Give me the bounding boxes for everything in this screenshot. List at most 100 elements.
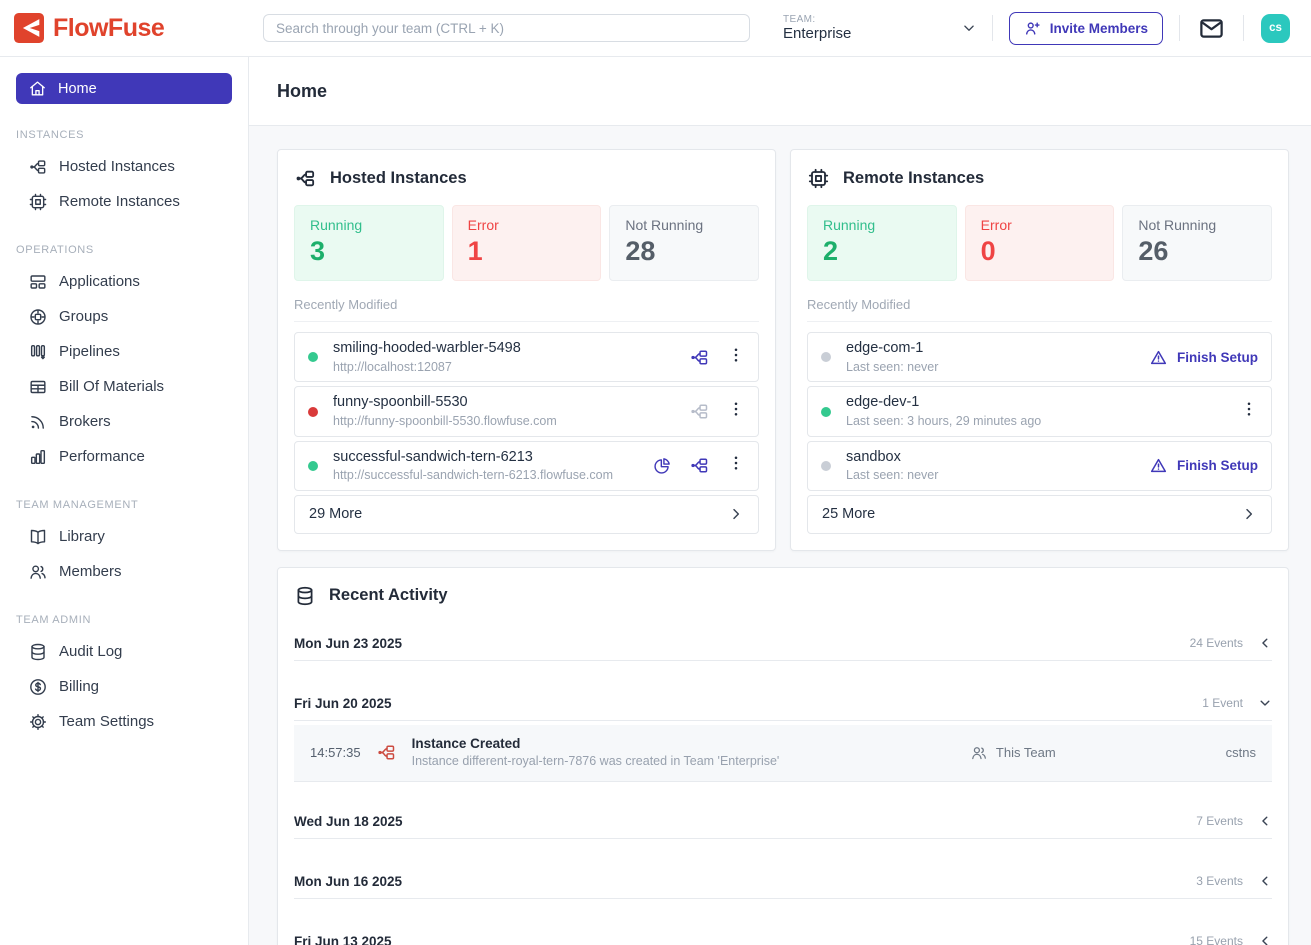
kebab-menu-icon[interactable] xyxy=(727,454,745,477)
sidebar-item-brokers[interactable]: Brokers xyxy=(0,404,248,439)
sidebar-item-label: Applications xyxy=(59,273,140,290)
event-user: cstns xyxy=(1225,745,1256,761)
bill-of-materials-icon xyxy=(30,380,46,393)
status-dot-running xyxy=(821,406,831,417)
sidebar-item-label: Library xyxy=(59,528,105,545)
stat-running[interactable]: Running 2 xyxy=(807,205,957,282)
sidebar-item-label: Home xyxy=(58,80,97,97)
instance-row[interactable]: smiling-hooded-warbler-5498 http://local… xyxy=(294,332,759,383)
activity-date: Wed Jun 18 2025 xyxy=(294,813,403,829)
chevron-down-icon[interactable] xyxy=(1258,696,1272,710)
chevron-left-icon[interactable] xyxy=(1258,934,1272,945)
status-dot-stopped xyxy=(821,460,831,471)
instance-url: http://funny-spoonbill-5530.flowfuse.com xyxy=(333,414,557,429)
stat-not-running[interactable]: Not Running 28 xyxy=(609,205,759,282)
stat-label: Error xyxy=(467,217,499,233)
activity-group-header[interactable]: Fri Jun 20 2025 1 Event xyxy=(294,687,1272,721)
activity-group-header[interactable]: Fri Jun 13 2025 15 Events xyxy=(294,925,1272,945)
sidebar-item-team-settings[interactable]: Team Settings xyxy=(0,704,248,739)
kebab-menu-icon[interactable] xyxy=(1240,400,1258,423)
dashboard-pie-icon[interactable] xyxy=(652,456,672,476)
sidebar-item-groups[interactable]: Groups xyxy=(0,299,248,334)
status-dot-running xyxy=(308,352,318,363)
invite-members-label: Invite Members xyxy=(1049,20,1148,36)
activity-date: Fri Jun 20 2025 xyxy=(294,695,392,711)
kebab-menu-icon[interactable] xyxy=(727,346,745,369)
instance-row[interactable]: edge-dev-1 Last seen: 3 hours, 29 minute… xyxy=(807,386,1272,437)
event-time: 14:57:35 xyxy=(310,745,361,761)
team-selector[interactable]: TEAM: Enterprise xyxy=(783,14,992,43)
performance-icon xyxy=(30,449,46,464)
activity-group-header[interactable]: Mon Jun 16 2025 3 Events xyxy=(294,865,1272,899)
activity-event-row[interactable]: 14:57:35 Instance Created Instance diffe… xyxy=(294,724,1272,782)
chevron-left-icon[interactable] xyxy=(1258,636,1272,650)
sidebar-item-billing[interactable]: Billing xyxy=(0,669,248,704)
activity-group: Wed Jun 18 2025 7 Events xyxy=(294,805,1272,839)
brokers-icon xyxy=(31,415,44,429)
chevron-down-icon[interactable] xyxy=(960,19,978,37)
invite-members-button[interactable]: Invite Members xyxy=(1008,11,1163,45)
billing-icon xyxy=(30,678,46,695)
sidebar-item-hosted-instances[interactable]: Hosted Instances xyxy=(0,149,248,184)
logo-text: FlowFuse xyxy=(53,13,165,42)
notifications-button[interactable] xyxy=(1198,15,1225,42)
open-editor-icon[interactable] xyxy=(689,455,710,476)
sidebar-item-remote-instances[interactable]: Remote Instances xyxy=(0,184,248,219)
remote-instances-icon xyxy=(29,193,47,210)
open-editor-icon-disabled xyxy=(689,401,710,422)
library-icon xyxy=(30,529,46,544)
stat-value: 28 xyxy=(625,236,656,266)
instance-row[interactable]: edge-com-1 Last seen: never Finish Setup xyxy=(807,332,1272,383)
instance-row[interactable]: sandbox Last seen: never Finish Setup xyxy=(807,440,1272,491)
pipelines-icon xyxy=(30,344,46,359)
finish-setup-button[interactable]: Finish Setup xyxy=(1149,348,1258,367)
top-header: FlowFuse TEAM: Enterprise Invite Members xyxy=(0,0,1311,57)
sidebar-item-performance[interactable]: Performance xyxy=(0,439,248,474)
sidebar-item-label: Remote Instances xyxy=(59,193,180,210)
remote-stats: Running 2 Error 0 Not Running 26 xyxy=(807,205,1272,282)
avatar[interactable]: cs xyxy=(1261,13,1290,43)
instance-url: http://localhost:12087 xyxy=(333,360,452,375)
sidebar-item-home[interactable]: Home xyxy=(16,73,232,104)
stat-not-running[interactable]: Not Running 26 xyxy=(1122,205,1272,282)
flowfuse-logo[interactable]: FlowFuse xyxy=(14,13,249,43)
header-divider xyxy=(991,15,993,41)
open-editor-icon[interactable] xyxy=(689,347,710,368)
activity-group-header[interactable]: Mon Jun 23 2025 24 Events xyxy=(294,627,1272,661)
page-content[interactable]: Hosted Instances Running 3 Error 1 Not R… xyxy=(249,126,1311,945)
instance-url: http://successful-sandwich-tern-6213.flo… xyxy=(333,468,613,483)
warning-triangle-icon xyxy=(1150,350,1167,365)
card-title: Hosted Instances xyxy=(330,169,467,187)
stat-error[interactable]: Error 0 xyxy=(964,205,1115,282)
activity-date: Mon Jun 23 2025 xyxy=(294,635,403,651)
instance-created-icon xyxy=(376,742,397,763)
finish-setup-label: Finish Setup xyxy=(1177,349,1258,365)
instance-row[interactable]: successful-sandwich-tern-6213 http://suc… xyxy=(294,440,759,491)
stat-running[interactable]: Running 3 xyxy=(294,205,444,282)
kebab-menu-icon[interactable] xyxy=(727,400,745,423)
recently-modified-label: Recently Modified xyxy=(807,297,911,313)
sidebar-item-members[interactable]: Members xyxy=(0,554,248,589)
finish-setup-button[interactable]: Finish Setup xyxy=(1149,456,1258,475)
sidebar-item-applications[interactable]: Applications xyxy=(0,264,248,299)
activity-date: Fri Jun 13 2025 xyxy=(294,933,392,945)
sidebar-item-audit-log[interactable]: Audit Log xyxy=(0,634,248,669)
sidebar-item-pipelines[interactable]: Pipelines xyxy=(0,334,248,369)
chevron-left-icon[interactable] xyxy=(1258,874,1272,888)
page-header: Home xyxy=(249,57,1311,126)
sidebar-item-library[interactable]: Library xyxy=(0,519,248,554)
activity-group-header[interactable]: Wed Jun 18 2025 7 Events xyxy=(294,805,1272,839)
sidebar-item-label: Members xyxy=(59,563,122,580)
chevron-left-icon[interactable] xyxy=(1258,814,1272,828)
search-input[interactable] xyxy=(263,14,750,42)
instance-row[interactable]: funny-spoonbill-5530 http://funny-spoonb… xyxy=(294,386,759,437)
remote-more-link[interactable]: 25 More xyxy=(807,494,1272,534)
header-divider xyxy=(1243,15,1244,41)
stat-error[interactable]: Error 1 xyxy=(451,205,602,282)
hosted-more-link[interactable]: 29 More xyxy=(294,494,759,534)
sidebar-item-bill-of-materials[interactable]: Bill Of Materials xyxy=(0,369,248,404)
recent-activity-card: Recent Activity Mon Jun 23 2025 24 Event… xyxy=(277,566,1289,945)
finish-setup-label: Finish Setup xyxy=(1177,458,1258,474)
remote-instances-icon xyxy=(808,168,829,189)
stat-label: Not Running xyxy=(625,217,704,233)
